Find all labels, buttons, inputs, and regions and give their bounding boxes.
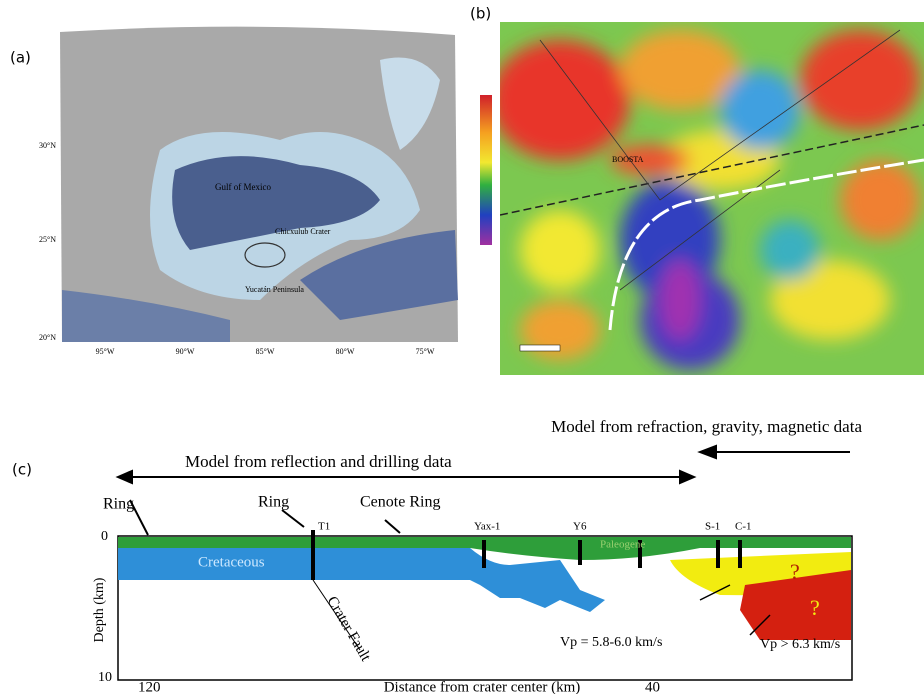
- ring-label: Cenote Ring: [360, 494, 440, 511]
- map-label: BOOSTA: [612, 155, 644, 164]
- well-label: Yax-1: [474, 521, 500, 533]
- figure: (a) Gulf of Mexico Chicxulub Crater Yuca…: [0, 0, 924, 694]
- panel-label: (a): [10, 49, 31, 67]
- y-tick-label: 10: [98, 670, 112, 685]
- well-label: S-1: [705, 521, 720, 533]
- arrow-label: Model from refraction, gravity, magnetic…: [551, 417, 862, 436]
- panel-label: (b): [470, 5, 491, 23]
- lon-label: 90°W: [176, 347, 195, 356]
- x-tick-label: 40: [645, 679, 660, 694]
- layer-label: Paleogene: [600, 539, 645, 551]
- lat-label: 25°N: [39, 235, 56, 244]
- unknown-mark: ?: [810, 595, 820, 620]
- y-axis-title: Depth (km): [92, 577, 107, 642]
- lon-label: 75°W: [416, 347, 435, 356]
- arrow-label: Model from reflection and drilling data: [185, 452, 452, 471]
- x-tick-label: 120: [138, 679, 161, 694]
- y-tick-label: 0: [101, 529, 108, 544]
- map-label: Gulf of Mexico: [215, 182, 271, 192]
- velocity-label: Vp > 6.3 km/s: [760, 637, 840, 652]
- lon-label: 85°W: [256, 347, 275, 356]
- lon-label: 95°W: [96, 347, 115, 356]
- lon-label: 80°W: [336, 347, 355, 356]
- lat-label: 20°N: [39, 333, 56, 342]
- layer-label: Cretaceous: [198, 554, 265, 570]
- lat-label: 30°N: [39, 141, 56, 150]
- well-label: T1: [318, 521, 330, 533]
- well-label: C-1: [735, 521, 752, 533]
- ring-label: Ring: [258, 494, 289, 511]
- well-label: Y6: [573, 521, 587, 533]
- velocity-label: Vp = 5.8-6.0 km/s: [560, 635, 662, 650]
- x-axis-title: Distance from crater center (km): [384, 679, 581, 694]
- map-label: Chicxulub Crater: [275, 227, 331, 236]
- colorbar: [480, 95, 492, 245]
- map-label: Yucatán Peninsula: [245, 285, 304, 294]
- ring-label: Ring: [103, 496, 134, 513]
- unknown-mark: ?: [790, 559, 800, 584]
- panel-label: (c): [12, 461, 32, 479]
- map-b: [490, 22, 924, 375]
